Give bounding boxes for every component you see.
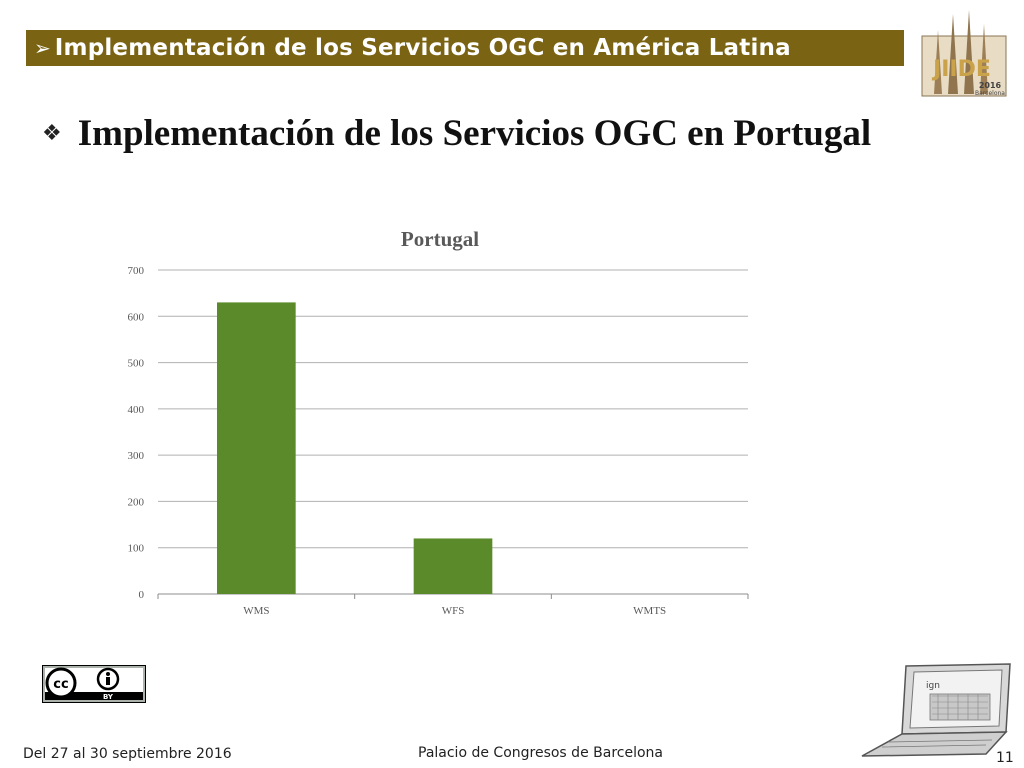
logo-city: Barcelona xyxy=(975,90,1005,97)
creative-commons-badge: cc BY xyxy=(42,665,146,703)
y-tick-label: 0 xyxy=(139,589,145,601)
chart-title: Portugal xyxy=(401,227,479,251)
chart-bars xyxy=(217,302,493,594)
laptop-icon: ign xyxy=(861,663,1011,757)
y-tick-label: 500 xyxy=(128,358,145,370)
jiide-logo: JIIDE 2016 Barcelona xyxy=(918,6,1010,98)
y-tick-label: 100 xyxy=(128,543,145,555)
x-tick-label: WMS xyxy=(243,605,269,617)
sagrada-familia-icon: JIIDE 2016 Barcelona xyxy=(921,10,1007,97)
bar-chart: Portugal 0 100 200 300 400 500 600 700 WMS WFS WMT… xyxy=(100,220,760,630)
laptop-label: ign xyxy=(926,681,940,691)
y-tick-label: 300 xyxy=(128,450,145,462)
header-title: Implementación de los Servicios OGC en A… xyxy=(54,35,791,61)
creative-commons-by-icon: cc BY xyxy=(42,665,146,703)
bar-wms xyxy=(217,302,296,594)
arrow-bullet-icon: ➢ xyxy=(34,36,51,60)
bar-chart-svg: Portugal 0 100 200 300 400 500 600 700 WMS WFS WMT… xyxy=(128,227,749,617)
svg-text:cc: cc xyxy=(53,677,68,692)
y-tick-label: 700 xyxy=(128,265,145,277)
chart-labels: 0 100 200 300 400 500 600 700 WMS WFS WMTS xyxy=(128,265,667,617)
x-tick-label: WFS xyxy=(442,605,465,617)
x-tick-label: WMTS xyxy=(633,605,666,617)
logo-text: JIIDE xyxy=(931,57,991,82)
y-tick-label: 400 xyxy=(128,404,145,416)
diamond-bullet-icon: ❖ xyxy=(42,121,62,146)
footer-dates: Del 27 al 30 septiembre 2016 xyxy=(23,746,232,762)
y-tick-label: 200 xyxy=(128,496,145,508)
subtitle-text: Implementación de los Servicios OGC en P… xyxy=(77,113,872,154)
laptop-illustration: ign xyxy=(858,662,1016,758)
page-number: 11 xyxy=(996,750,1014,766)
slide-subtitle: ❖ Implementación de los Servicios OGC en… xyxy=(42,112,871,155)
y-tick-label: 600 xyxy=(128,311,145,323)
cc-by-label: BY xyxy=(103,693,114,701)
footer-venue: Palacio de Congresos de Barcelona xyxy=(418,745,663,761)
bar-wfs xyxy=(413,538,493,594)
header-bar: ➢ Implementación de los Servicios OGC en… xyxy=(26,30,904,66)
logo-year: 2016 xyxy=(979,81,1002,90)
